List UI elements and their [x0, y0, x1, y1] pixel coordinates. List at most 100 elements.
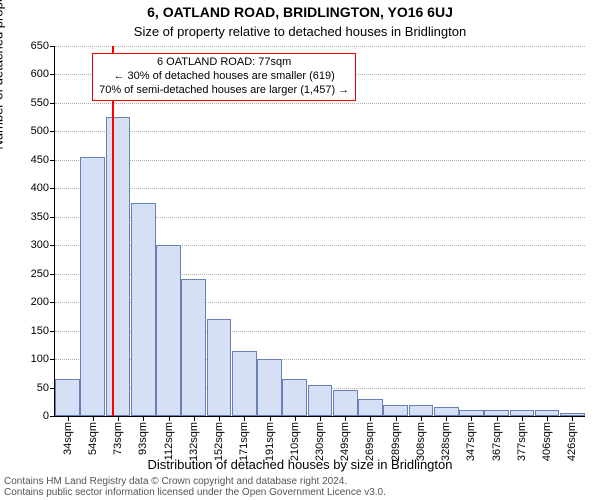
- ytick-mark: [50, 103, 55, 104]
- ytick-label: 200: [31, 296, 49, 308]
- xtick-label: 132sqm: [188, 422, 200, 461]
- ytick-mark: [50, 131, 55, 132]
- ytick-label: 100: [31, 353, 49, 365]
- xtick-label: 426sqm: [566, 422, 578, 461]
- xtick-label: 230sqm: [314, 422, 326, 461]
- annotation-box: 6 OATLAND ROAD: 77sqm ← 30% of detached …: [92, 53, 356, 100]
- xtick-label: 289sqm: [390, 422, 402, 461]
- histogram-bar: [80, 157, 105, 416]
- xtick-label: 308sqm: [415, 422, 427, 461]
- histogram-bar: [333, 390, 358, 416]
- x-axis-label: Distribution of detached houses by size …: [0, 457, 600, 472]
- ytick-label: 400: [31, 182, 49, 194]
- gridline-y: [55, 131, 585, 132]
- xtick-label: 269sqm: [364, 422, 376, 461]
- histogram-bar: [257, 359, 282, 416]
- histogram-bar: [232, 351, 257, 416]
- gridline-y: [55, 46, 585, 47]
- ytick-mark: [50, 388, 55, 389]
- histogram-bar: [383, 405, 408, 416]
- xtick-mark: [547, 416, 548, 421]
- gridline-y: [55, 103, 585, 104]
- ytick-mark: [50, 188, 55, 189]
- ytick-mark: [50, 74, 55, 75]
- xtick-mark: [169, 416, 170, 421]
- xtick-label: 152sqm: [213, 422, 225, 461]
- xtick-label: 210sqm: [289, 422, 301, 461]
- chart-container: 6, OATLAND ROAD, BRIDLINGTON, YO16 6UJ S…: [0, 0, 600, 500]
- xtick-label: 73sqm: [112, 422, 124, 455]
- ytick-mark: [50, 217, 55, 218]
- xtick-label: 191sqm: [264, 422, 276, 461]
- ytick-mark: [50, 331, 55, 332]
- xtick-mark: [497, 416, 498, 421]
- annotation-line1: 6 OATLAND ROAD: 77sqm: [99, 56, 349, 70]
- ytick-mark: [50, 160, 55, 161]
- y-axis-label: Number of detached properties: [0, 0, 6, 250]
- ytick-label: 450: [31, 154, 49, 166]
- xtick-mark: [194, 416, 195, 421]
- ytick-label: 600: [31, 68, 49, 80]
- footer-line1: Contains HM Land Registry data © Crown c…: [4, 476, 386, 487]
- ytick-mark: [50, 245, 55, 246]
- xtick-mark: [68, 416, 69, 421]
- ytick-label: 650: [31, 40, 49, 52]
- xtick-label: 34sqm: [62, 422, 74, 455]
- xtick-label: 367sqm: [491, 422, 503, 461]
- histogram-bar: [156, 245, 181, 416]
- xtick-label: 347sqm: [465, 422, 477, 461]
- ytick-label: 150: [31, 325, 49, 337]
- ytick-label: 50: [37, 382, 49, 394]
- footer: Contains HM Land Registry data © Crown c…: [4, 476, 386, 498]
- xtick-label: 328sqm: [440, 422, 452, 461]
- xtick-mark: [219, 416, 220, 421]
- histogram-bar: [282, 379, 307, 416]
- chart-title-line2: Size of property relative to detached ho…: [0, 24, 600, 39]
- ytick-mark: [50, 46, 55, 47]
- xtick-mark: [93, 416, 94, 421]
- annotation-line2: ← 30% of detached houses are smaller (61…: [99, 70, 349, 84]
- ytick-mark: [50, 359, 55, 360]
- ytick-label: 350: [31, 211, 49, 223]
- xtick-mark: [345, 416, 346, 421]
- histogram-bar: [434, 407, 459, 416]
- xtick-label: 93sqm: [137, 422, 149, 455]
- xtick-mark: [370, 416, 371, 421]
- ytick-mark: [50, 302, 55, 303]
- xtick-mark: [270, 416, 271, 421]
- xtick-mark: [471, 416, 472, 421]
- histogram-bar: [358, 399, 383, 416]
- gridline-y: [55, 188, 585, 189]
- ytick-mark: [50, 416, 55, 417]
- xtick-label: 112sqm: [163, 422, 175, 460]
- gridline-y: [55, 160, 585, 161]
- annotation-line3: 70% of semi-detached houses are larger (…: [99, 84, 349, 98]
- footer-line2: Contains public sector information licen…: [4, 487, 386, 498]
- xtick-label: 406sqm: [541, 422, 553, 461]
- xtick-mark: [572, 416, 573, 421]
- histogram-bar: [131, 203, 156, 416]
- histogram-bar: [409, 405, 434, 416]
- ytick-mark: [50, 274, 55, 275]
- xtick-mark: [320, 416, 321, 421]
- xtick-label: 171sqm: [238, 422, 250, 461]
- xtick-label: 54sqm: [87, 422, 99, 455]
- xtick-mark: [295, 416, 296, 421]
- xtick-mark: [244, 416, 245, 421]
- xtick-mark: [143, 416, 144, 421]
- chart-title-line1: 6, OATLAND ROAD, BRIDLINGTON, YO16 6UJ: [0, 4, 600, 20]
- xtick-mark: [396, 416, 397, 421]
- xtick-label: 377sqm: [516, 422, 528, 461]
- xtick-mark: [118, 416, 119, 421]
- plot-area: 0501001502002503003504004505005506006503…: [54, 46, 585, 417]
- histogram-bar: [181, 279, 206, 416]
- histogram-bar: [106, 117, 131, 416]
- ytick-label: 500: [31, 125, 49, 137]
- histogram-bar: [55, 379, 80, 416]
- histogram-bar: [308, 385, 333, 416]
- ytick-label: 0: [43, 410, 49, 422]
- xtick-mark: [421, 416, 422, 421]
- ytick-label: 250: [31, 268, 49, 280]
- xtick-label: 249sqm: [339, 422, 351, 461]
- xtick-mark: [522, 416, 523, 421]
